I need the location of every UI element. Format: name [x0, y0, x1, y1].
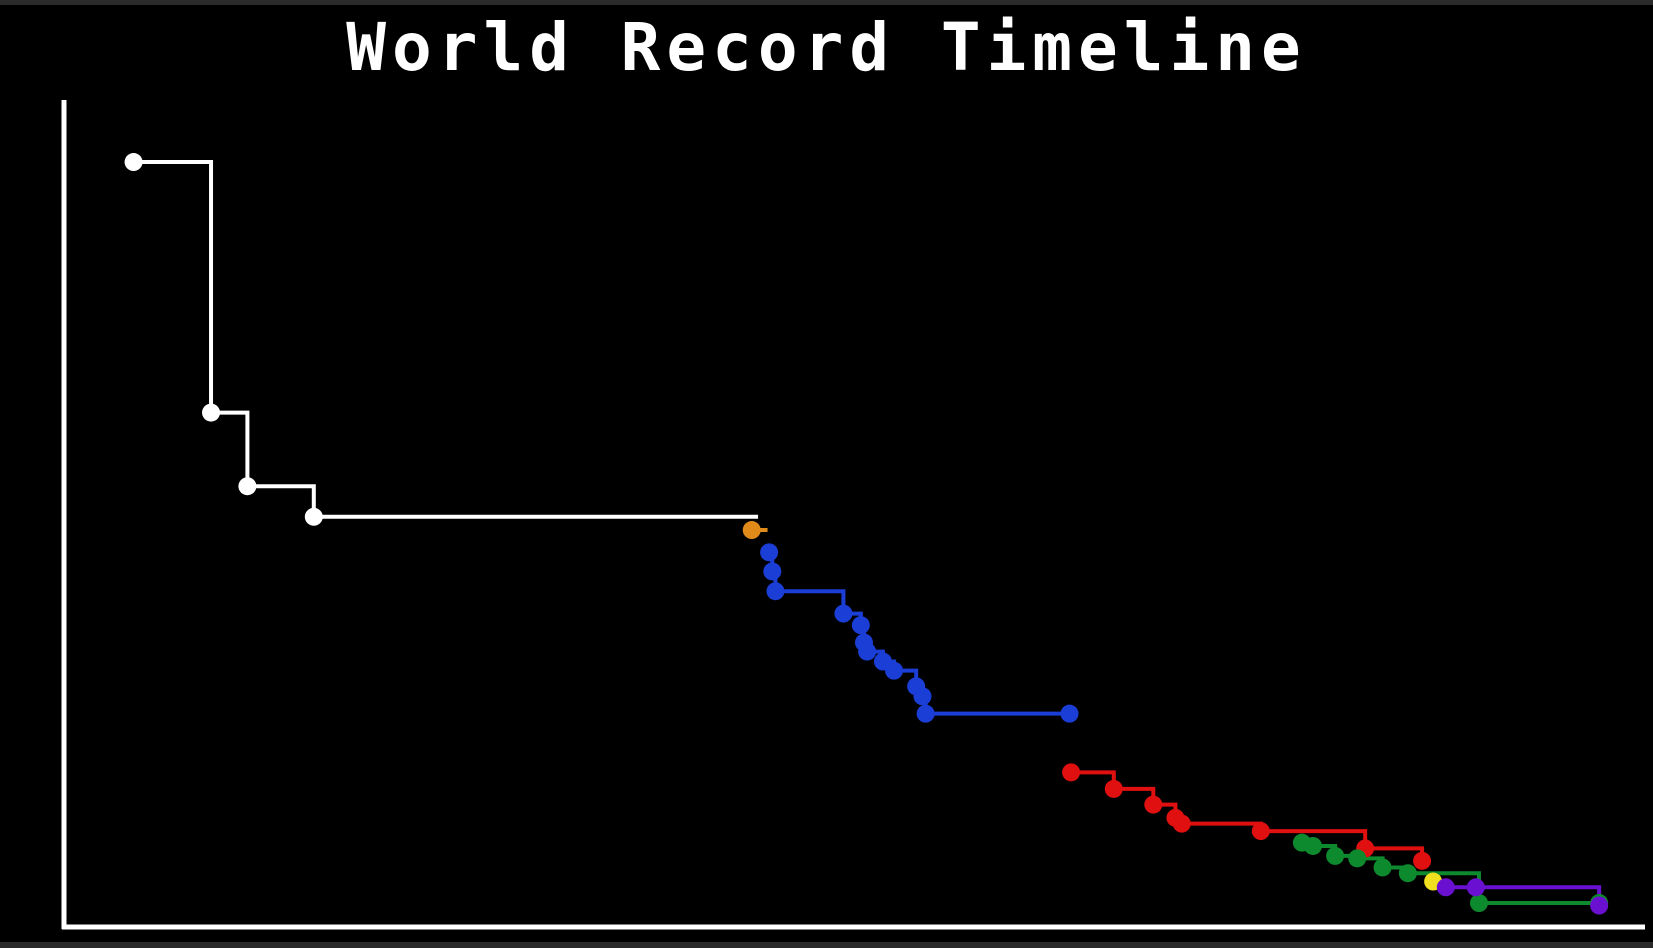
bottom-band	[0, 942, 1653, 948]
data-point-2-1	[763, 562, 782, 581]
data-point-4-3	[1348, 849, 1367, 868]
data-point-6-2	[1590, 896, 1609, 915]
data-point-2-0	[760, 543, 779, 562]
data-point-2-11	[916, 704, 935, 723]
window-top-bar	[0, 0, 1653, 5]
data-point-4-4	[1373, 858, 1392, 877]
data-point-4-5	[1398, 864, 1417, 883]
data-point-4-6	[1469, 894, 1488, 913]
data-point-3-7	[1413, 851, 1432, 870]
series-lines-layer	[133, 160, 1602, 906]
data-point-2-8	[885, 661, 904, 680]
data-point-2-3	[834, 604, 853, 623]
data-point-0-3	[304, 507, 323, 526]
data-point-6-1	[1466, 878, 1485, 897]
data-point-0-2	[238, 477, 257, 496]
data-point-4-1	[1303, 836, 1322, 855]
data-point-3-0	[1062, 763, 1081, 782]
chart-title: World Record Timeline	[346, 9, 1307, 86]
data-point-2-2	[766, 582, 785, 601]
data-point-2-6	[858, 642, 877, 661]
data-point-3-2	[1144, 795, 1163, 814]
data-point-6-0	[1436, 878, 1455, 897]
data-point-2-12	[1060, 704, 1079, 723]
data-point-0-0	[124, 153, 143, 172]
axes-layer	[61, 100, 1645, 930]
data-point-3-4	[1172, 814, 1191, 833]
data-point-2-4	[851, 616, 870, 635]
data-point-1-0	[742, 521, 761, 540]
data-point-4-2	[1326, 846, 1345, 865]
data-point-3-5	[1251, 822, 1270, 841]
data-point-2-10	[913, 687, 932, 706]
data-points-layer	[124, 153, 1609, 915]
series-line-0	[133, 160, 759, 519]
data-point-0-1	[202, 403, 221, 422]
data-point-3-1	[1104, 779, 1123, 798]
